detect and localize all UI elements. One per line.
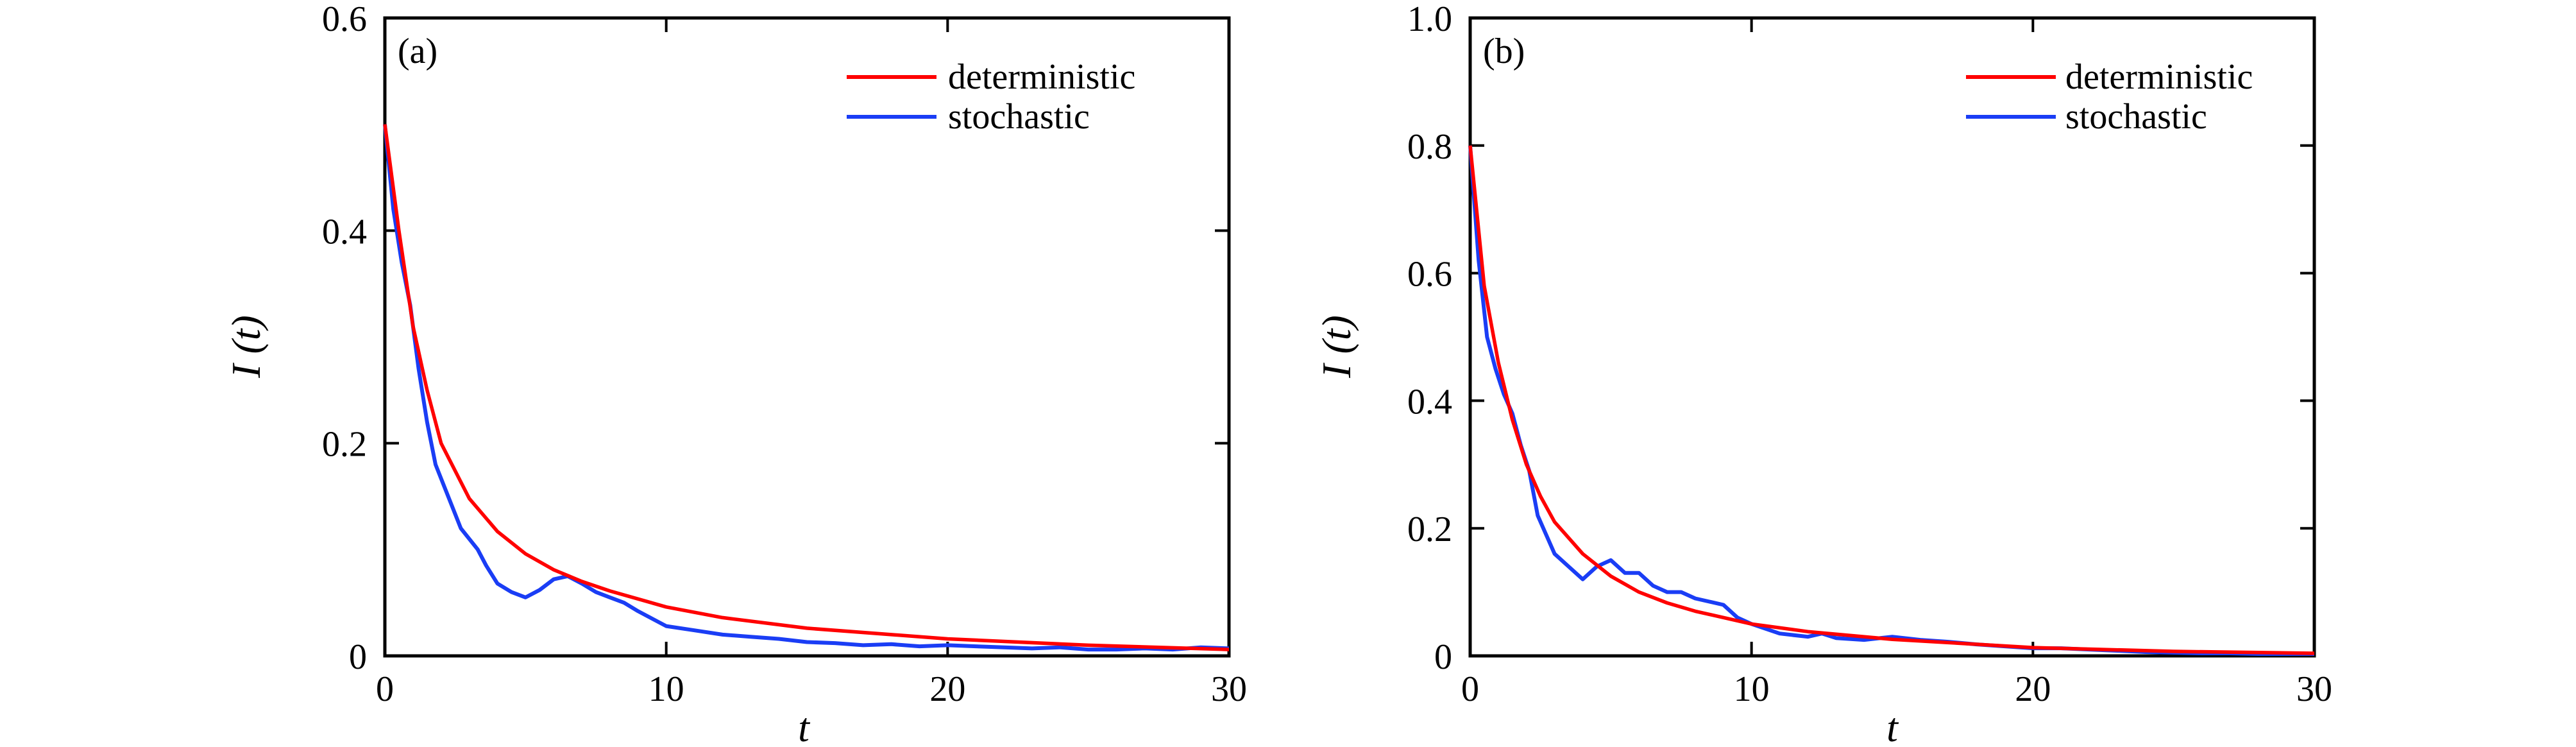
x-tick-label: 30 [1211,669,1247,709]
panel-label: (b) [1483,31,1525,71]
legend-label-stochastic: stochastic [948,97,1090,137]
legend: deterministic stochastic [1966,57,2253,137]
ticks: 0 10 20 30 0 0.2 0.4 0.6 0.8 1.0 [1407,0,2332,709]
series-line-stochastic [1468,145,2314,656]
x-axis-label: t [798,705,811,747]
plot-frame [383,16,1231,658]
panel-a: (a) I (t) t 0 10 20 30 0 0.2 0.4 0.6 determinis… [223,0,1247,747]
y-axis-label: I (t) [1314,315,1359,379]
y-tick-label: 0.4 [322,212,367,252]
ticks: 0 10 20 30 0 0.2 0.4 0.6 [322,0,1247,709]
series-lines [1468,145,2315,656]
series-line-stochastic [383,124,1230,652]
x-axis-label: t [1886,705,1899,747]
x-tick-label: 0 [1461,669,1479,709]
y-axis-label: I (t) [223,315,269,379]
panel-label: (a) [398,31,437,71]
x-tick-label: 30 [2296,669,2332,709]
legend: deterministic stochastic [847,57,1135,137]
y-tick-label: 0 [1434,637,1452,677]
legend-label-stochastic: stochastic [2065,97,2207,137]
x-tick-label: 0 [376,669,394,709]
series-line-deterministic [383,124,1230,651]
y-tick-label: 0.6 [322,0,367,39]
x-tick-label: 10 [1734,669,1770,709]
series-line-deterministic [1468,145,2315,655]
panel-b: (b) I (t) t 0 10 20 30 0 0.2 0.4 0.6 0.8 1.0 dete… [1314,0,2332,747]
y-tick-label: 0.4 [1407,382,1452,422]
y-tick-label: 0.2 [322,425,367,465]
y-tick-label: 0.6 [1407,255,1452,295]
plot-frame [1468,16,2316,658]
x-tick-label: 20 [929,669,965,709]
y-tick-label: 1.0 [1407,0,1452,39]
y-tick-label: 0.8 [1407,127,1452,167]
series-lines [383,124,1230,652]
legend-label-deterministic: deterministic [2065,57,2253,97]
x-tick-label: 20 [2015,669,2051,709]
x-tick-label: 10 [648,669,684,709]
y-tick-label: 0 [349,637,367,677]
legend-label-deterministic: deterministic [948,57,1135,97]
y-tick-label: 0.2 [1407,510,1452,549]
